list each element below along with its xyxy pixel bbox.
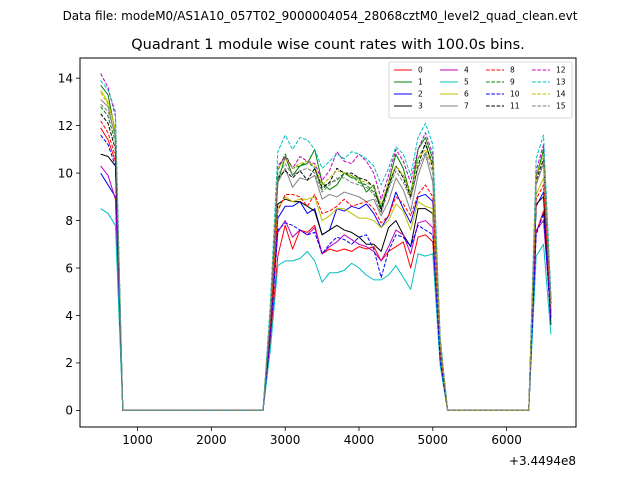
- legend-label-6: 6: [464, 90, 469, 99]
- legend-label-9: 9: [510, 78, 515, 87]
- series-line-9: [100, 106, 552, 411]
- figure-suptitle: Data file: modeM0/AS1A10_057T02_90000040…: [63, 9, 578, 23]
- y-axis: 0 2 4 6 8 10 12 14: [58, 71, 80, 418]
- plot-area: [100, 73, 552, 411]
- y-tick-label: 12: [58, 119, 73, 133]
- legend-label-3: 3: [418, 102, 423, 111]
- y-tick-label: 4: [65, 309, 73, 323]
- series-line-15: [100, 103, 552, 411]
- y-tick-label: 0: [65, 404, 73, 418]
- x-axis: 1000 2000 3000 4000 5000 6000: [122, 427, 522, 447]
- legend-label-13: 13: [556, 78, 566, 87]
- legend-label-2: 2: [418, 90, 423, 99]
- x-tick-label: 5000: [418, 433, 449, 447]
- legend-label-11: 11: [510, 102, 520, 111]
- x-tick-label: 4000: [344, 433, 375, 447]
- legend-frame: [388, 61, 573, 119]
- y-tick-label: 10: [58, 166, 73, 180]
- y-tick-label: 6: [65, 261, 73, 275]
- legend-label-8: 8: [510, 66, 515, 75]
- chart-title: Quadrant 1 module wise count rates with …: [131, 37, 525, 53]
- x-tick-label: 2000: [196, 433, 227, 447]
- axes-frame: [79, 57, 577, 428]
- y-tick-label: 8: [65, 214, 73, 228]
- legend-label-4: 4: [464, 66, 469, 75]
- legend-label-10: 10: [510, 90, 520, 99]
- legend-label-0: 0: [418, 66, 423, 75]
- legend-label-14: 14: [556, 90, 566, 99]
- legend-label-1: 1: [418, 78, 423, 87]
- legend-label-5: 5: [464, 78, 469, 87]
- legend-label-15: 15: [556, 102, 566, 111]
- x-tick-label: 1000: [122, 433, 153, 447]
- y-tick-label: 14: [58, 71, 73, 85]
- x-tick-label: 6000: [491, 433, 522, 447]
- y-tick-label: 2: [65, 356, 73, 370]
- x-tick-label: 3000: [270, 433, 301, 447]
- legend-label-12: 12: [556, 66, 566, 75]
- x-offset-label: +3.4494e8: [509, 454, 576, 468]
- legend-label-7: 7: [464, 102, 469, 111]
